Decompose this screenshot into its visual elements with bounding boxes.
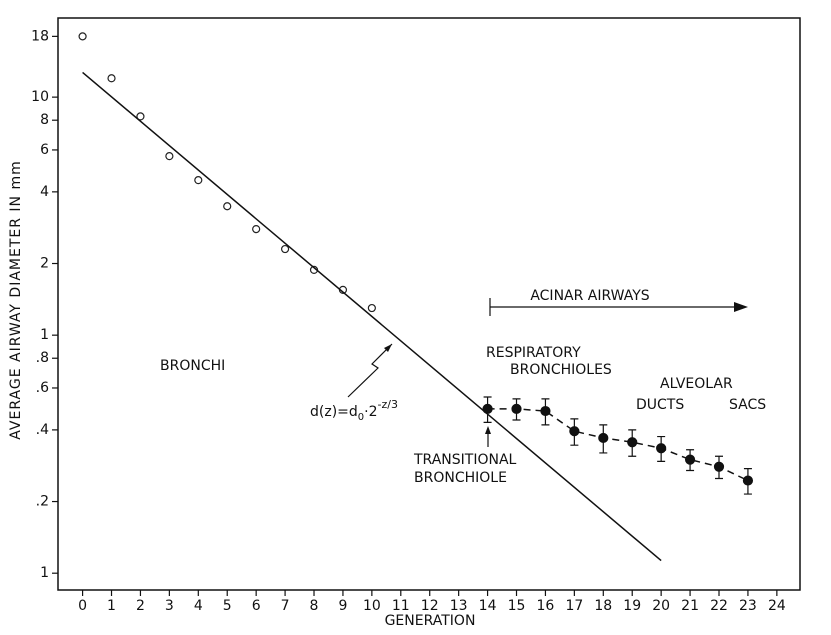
x-tick-label: 11: [392, 598, 410, 614]
x-tick-label: 15: [508, 598, 526, 614]
point: [252, 224, 261, 234]
formula-part: ·2: [364, 404, 377, 420]
point: [569, 426, 580, 437]
point: [194, 176, 203, 185]
x-tick-label: 17: [565, 598, 583, 614]
connecting-line: [487, 408, 749, 482]
plot-frame: [57, 17, 801, 591]
point: [107, 74, 116, 83]
point: [136, 112, 145, 121]
x-tick-label: 5: [223, 598, 232, 614]
point: [78, 32, 87, 41]
x-tick-label: 21: [681, 598, 699, 614]
x-tick-label: 6: [252, 598, 261, 614]
x-tick-label: 7: [281, 598, 290, 614]
model-line: [82, 71, 662, 562]
formula-part: d(z)=d: [310, 404, 358, 420]
point: [223, 202, 232, 211]
x-tick-label: 19: [623, 598, 641, 614]
y-tick-label: 10: [31, 89, 49, 105]
x-tick-label: 1: [107, 598, 116, 614]
pointer-head: [384, 344, 392, 352]
x-tick-label: 0: [78, 598, 87, 614]
y-tick-label: 18: [31, 28, 49, 44]
x-tick-label: 2: [136, 598, 145, 614]
point: [684, 454, 696, 465]
y-tick-label: .4: [36, 422, 49, 438]
x-tick-label: 18: [594, 598, 612, 614]
annotation: TRANSITIONAL: [413, 452, 517, 468]
pointer: [347, 343, 393, 398]
y-axis-title: AVERAGE AIRWAY DIAMETER IN mm: [8, 160, 24, 440]
point: [367, 303, 376, 313]
y-tick-label: 1: [40, 327, 49, 343]
y-tick-label: 6: [40, 142, 49, 158]
y-tick-label: 8: [40, 112, 49, 128]
point: [742, 475, 754, 486]
x-tick-label: 4: [194, 598, 203, 614]
annotation: RESPIRATORY: [486, 345, 581, 361]
x-tick-label: 10: [363, 598, 381, 614]
x-tick-label: 3: [165, 598, 174, 614]
annotation: BRONCHIOLES: [510, 362, 612, 378]
y-tick-label: .8: [36, 350, 49, 366]
point: [656, 443, 667, 454]
x-tick-label: 8: [310, 598, 319, 614]
y-tick-label: .2: [36, 494, 49, 510]
x-tick-label: 22: [710, 598, 728, 614]
x-axis-title: GENERATION: [385, 613, 476, 629]
annotation: DUCTS: [636, 397, 684, 413]
point: [598, 432, 609, 444]
x-tick-label: 9: [338, 598, 347, 614]
annotation: BRONCHI: [160, 358, 225, 374]
point: [540, 405, 551, 417]
formula: d(z)=d0·2-z/3: [310, 398, 398, 423]
x-tick-label: 16: [537, 598, 555, 614]
point: [165, 152, 174, 161]
formula-sup: -z/3: [378, 398, 398, 411]
y-tick-label: 1: [40, 565, 49, 581]
annotation: ALVEOLAR: [660, 376, 733, 392]
annotation: BRONCHIOLE: [414, 470, 507, 486]
x-tick-label: 23: [739, 598, 757, 614]
y-tick-label: 2: [40, 256, 49, 272]
x-tick-label: 14: [479, 598, 497, 614]
point: [511, 403, 522, 415]
x-tick-label: 13: [450, 598, 468, 614]
y-tick-label: 4: [40, 184, 49, 200]
formula-sub: 0: [358, 412, 364, 423]
point: [280, 244, 290, 254]
acinar-arrow-head: [734, 302, 748, 312]
y-tick-label: .6: [36, 380, 49, 396]
point: [713, 461, 725, 472]
annotation: ACINAR AIRWAYS: [530, 288, 649, 304]
x-tick-label: 24: [768, 598, 786, 614]
pointer-head: [485, 426, 491, 434]
x-tick-label: 12: [421, 598, 439, 614]
point: [627, 437, 638, 448]
annotation: SACS: [729, 397, 766, 413]
x-tick-label: 20: [652, 598, 670, 614]
